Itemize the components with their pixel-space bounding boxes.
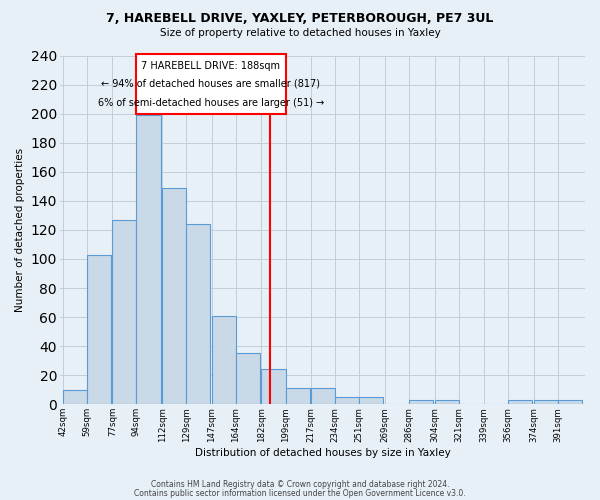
Bar (112, 220, 136, 404)
Bar (62, 390, 87, 404)
Text: Size of property relative to detached houses in Yaxley: Size of property relative to detached ho… (160, 28, 440, 38)
Bar (262, 370, 286, 404)
Text: Contains HM Land Registry data © Crown copyright and database right 2024.: Contains HM Land Registry data © Crown c… (151, 480, 449, 489)
Bar (286, 388, 310, 404)
Bar (87, 254, 111, 404)
Bar (409, 400, 433, 404)
Bar (508, 400, 532, 404)
Bar (236, 354, 260, 405)
Bar (558, 400, 582, 404)
Bar (212, 316, 236, 404)
Bar (136, 115, 161, 405)
Text: 7, HAREBELL DRIVE, YAXLEY, PETERBOROUGH, PE7 3UL: 7, HAREBELL DRIVE, YAXLEY, PETERBOROUGH,… (106, 12, 494, 26)
Bar (162, 188, 186, 404)
Y-axis label: Number of detached properties: Number of detached properties (15, 148, 25, 312)
Bar (359, 397, 383, 404)
Text: ← 94% of detached houses are smaller (817): ← 94% of detached houses are smaller (81… (101, 79, 320, 89)
FancyBboxPatch shape (136, 54, 286, 114)
Bar (434, 400, 458, 404)
Text: 7 HAREBELL DRIVE: 188sqm: 7 HAREBELL DRIVE: 188sqm (142, 60, 280, 70)
Bar (534, 400, 558, 404)
Bar (335, 397, 359, 404)
Text: Contains public sector information licensed under the Open Government Licence v3: Contains public sector information licen… (134, 488, 466, 498)
Bar (311, 388, 335, 404)
Text: 6% of semi-detached houses are larger (51) →: 6% of semi-detached houses are larger (5… (98, 98, 324, 108)
Bar (186, 224, 210, 404)
X-axis label: Distribution of detached houses by size in Yaxley: Distribution of detached houses by size … (194, 448, 450, 458)
